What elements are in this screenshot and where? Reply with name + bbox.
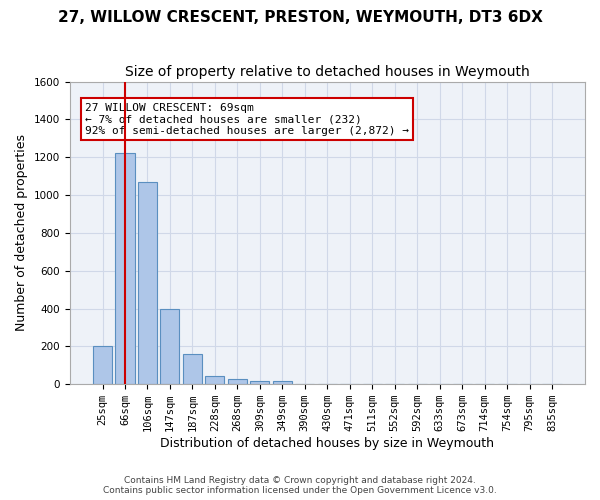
Text: Contains HM Land Registry data © Crown copyright and database right 2024.
Contai: Contains HM Land Registry data © Crown c… bbox=[103, 476, 497, 495]
Bar bbox=[93, 346, 112, 384]
Y-axis label: Number of detached properties: Number of detached properties bbox=[15, 134, 28, 332]
Bar bbox=[138, 182, 157, 384]
X-axis label: Distribution of detached houses by size in Weymouth: Distribution of detached houses by size … bbox=[160, 437, 494, 450]
Bar bbox=[115, 154, 134, 384]
Text: 27 WILLOW CRESCENT: 69sqm
← 7% of detached houses are smaller (232)
92% of semi-: 27 WILLOW CRESCENT: 69sqm ← 7% of detach… bbox=[85, 102, 409, 136]
Bar bbox=[205, 376, 224, 384]
Text: 27, WILLOW CRESCENT, PRESTON, WEYMOUTH, DT3 6DX: 27, WILLOW CRESCENT, PRESTON, WEYMOUTH, … bbox=[58, 10, 542, 25]
Bar bbox=[273, 382, 292, 384]
Title: Size of property relative to detached houses in Weymouth: Size of property relative to detached ho… bbox=[125, 65, 530, 79]
Bar bbox=[160, 308, 179, 384]
Bar bbox=[228, 380, 247, 384]
Bar bbox=[250, 382, 269, 384]
Bar bbox=[183, 354, 202, 384]
